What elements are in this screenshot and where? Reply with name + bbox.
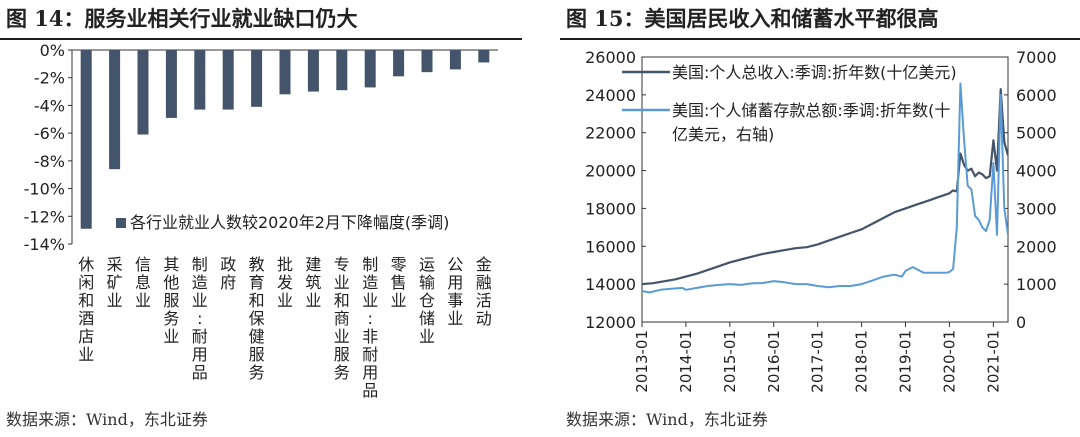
bar-13: [421, 50, 433, 73]
figure-15-title: 图 15：美国居民收入和储蓄水平都很高: [566, 6, 939, 31]
bar-10: [336, 50, 348, 91]
line-x-tick-label: 2020-01: [940, 330, 958, 393]
figure-15-source: 数据来源：Wind，东北证券: [566, 410, 768, 429]
bar-7: [251, 50, 263, 107]
bar-5: [194, 50, 206, 110]
line-right-tick-label: 0: [1016, 313, 1026, 332]
line-left-tick-label: 16000: [585, 237, 636, 256]
line-left-tick-label: 14000: [585, 275, 636, 294]
bar-category-label: 政府: [220, 255, 236, 292]
figure-15-rule: [560, 38, 1080, 40]
line-left-tick-label: 22000: [585, 124, 636, 143]
bar-11: [364, 50, 376, 88]
bar-9: [307, 50, 319, 92]
bar-4: [165, 50, 177, 118]
line-x-tick-label: 2013-01: [633, 330, 651, 393]
line-right-tick-label: 1000: [1016, 275, 1057, 294]
line-x-tick-label: 2017-01: [809, 330, 827, 393]
line-right-tick-label: 6000: [1016, 86, 1057, 105]
bar-y-tick-label: 0%: [40, 41, 65, 60]
bar-category-label: 采矿业: [107, 255, 123, 310]
bar-category-label: 零售业: [391, 255, 407, 310]
figure-15-panel: 图 15：美国居民收入和储蓄水平都很高 12000 14000 16000 18000…: [560, 0, 1080, 437]
bar-category-label: 制造业:耐用品: [192, 255, 208, 382]
bar-legend-swatch: [116, 218, 126, 228]
series-line-savings: [642, 82, 1008, 294]
bar-category-label: 运输仓储业: [419, 255, 435, 346]
bar-category-label: 其他服务业: [163, 255, 179, 346]
series-line-income: [642, 88, 1008, 286]
bar-2: [109, 50, 121, 170]
bar-legend-label: 各行业就业人数较2020年2月下降幅度(季调): [130, 213, 449, 232]
bar-12: [393, 50, 405, 77]
line-x-tick-label: 2019-01: [897, 330, 915, 393]
bar-y-tick-label: -8%: [34, 152, 65, 171]
line-x-tick-label: 2021-01: [984, 330, 1002, 393]
bar-y-tick-label: -4%: [34, 96, 65, 115]
line-left-tick-label: 20000: [585, 162, 636, 181]
bar-category-label: 专业和商业服务: [334, 255, 350, 382]
figure-14-panel: 图 14：服务业相关行业就业缺口仍大 0% -2% -4% -6% -8% -10% -12…: [0, 0, 522, 437]
line-chart: 1200014000160001800020000220002400026000…: [585, 48, 1057, 393]
line-right-tick-label: 7000: [1016, 48, 1057, 67]
line-right-tick-label: 4000: [1016, 162, 1057, 181]
bar-y-tick-label: -6%: [34, 124, 65, 143]
line-left-tick-label: 12000: [585, 313, 636, 332]
line-x-tick-label: 2016-01: [765, 330, 783, 393]
bar-chart: 0% -2% -4% -6% -8% -10% -12% -14% 休闲和酒店业采矿业信息业其他…: [24, 41, 498, 400]
bar-category-label: 休闲和酒店业: [78, 255, 94, 364]
line-right-tick-label: 3000: [1016, 199, 1057, 218]
bar-14: [449, 50, 461, 70]
bar-category-label: 批发业: [277, 255, 293, 310]
line-left-tick-label: 24000: [585, 86, 636, 105]
bar-15: [478, 50, 490, 63]
line-legend-label-savings: 美国:个人储蓄存款总额:季调:折年数(十亿美元，右轴): [672, 101, 950, 144]
line-x-tick-label: 2015-01: [721, 330, 739, 393]
line-left-tick-label: 18000: [585, 199, 636, 218]
line-right-tick-label: 5000: [1016, 124, 1057, 143]
line-right-tick-label: 2000: [1016, 237, 1057, 256]
bar-3: [137, 50, 149, 135]
line-legend-label-income: 美国:个人总收入:季调:折年数(十亿美元): [672, 63, 957, 82]
line-x-tick-label: 2014-01: [677, 330, 695, 393]
bar-8: [279, 50, 291, 95]
bar-category-label: 教育和保健服务: [249, 255, 265, 382]
bar-y-tick-label: -2%: [34, 69, 65, 88]
bar-category-label: 信息业: [135, 255, 151, 310]
bar-category-label: 建筑业: [305, 255, 321, 310]
bar-y-tick-label: -14%: [24, 235, 65, 254]
figure-14-rule: [0, 38, 522, 40]
bar-y-tick-label: -10%: [24, 180, 65, 199]
line-left-tick-label: 26000: [585, 48, 636, 67]
bar-category-label: 制造业:非耐用品: [362, 255, 378, 400]
bar-y-tick-label: -12%: [24, 207, 65, 226]
figure-14-source: 数据来源：Wind，东北证券: [6, 410, 208, 429]
bar-6: [222, 50, 234, 110]
figure-14-title: 图 14：服务业相关行业就业缺口仍大: [6, 6, 358, 31]
line-x-tick-label: 2018-01: [853, 330, 871, 393]
bar-category-label: 金融活动: [476, 255, 492, 328]
bar-1: [80, 50, 92, 229]
line-plot-frame: [641, 56, 1009, 323]
bar-category-label: 公用事业: [447, 255, 463, 328]
